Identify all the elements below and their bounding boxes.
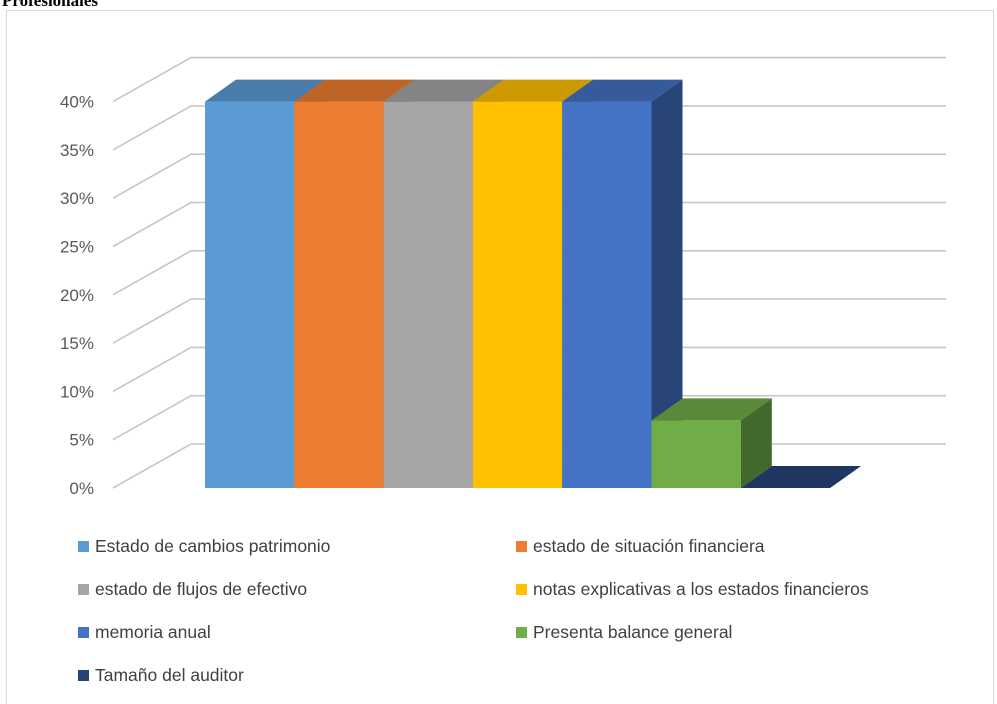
legend-label: estado de flujos de efectivo	[95, 578, 308, 599]
gridline	[112, 105, 946, 151]
legend-item: Tamaño del auditor	[78, 659, 516, 691]
legend-item: estado de situación financiera	[516, 530, 956, 562]
legend-item: estado de flujos de efectivo	[78, 573, 516, 605]
y-axis-ticks: 0% 5% 10% 15% 20% 25% 30% 35% 40%	[60, 93, 94, 498]
y-tick-label: 10%	[60, 382, 94, 401]
page-heading-fragment: Profesionales	[2, 0, 99, 10]
legend-label: notas explicativas a los estados financi…	[533, 578, 869, 599]
bar	[740, 466, 862, 488]
bar-front-face	[294, 101, 384, 488]
bar-top-face	[294, 79, 415, 102]
bar-front-face	[205, 101, 295, 488]
legend-swatch	[516, 583, 527, 595]
bar-top-face	[205, 79, 326, 102]
y-tick-label: 40%	[60, 93, 94, 112]
bar-front-face	[472, 101, 563, 488]
bar-top-face	[740, 466, 862, 488]
legend-item: notas explicativas a los estados financi…	[516, 573, 956, 605]
bar-side-face	[740, 398, 772, 488]
gridline	[112, 346, 946, 393]
legend-label: Presenta balance general	[533, 621, 733, 642]
bar-front-face	[651, 420, 741, 488]
legend-label: memoria anual	[95, 621, 211, 642]
legend-swatch	[516, 540, 527, 552]
bar	[562, 79, 683, 488]
bar-chart-3d: 0% 5% 10% 15% 20% 25% 30% 35% 40%	[60, 56, 946, 498]
gridline	[112, 153, 946, 199]
y-tick-label: 30%	[60, 189, 94, 208]
legend-item: Presenta balance general	[516, 616, 956, 648]
gridline	[112, 56, 946, 103]
bar-top-face	[383, 79, 504, 102]
legend-swatch	[78, 626, 89, 638]
legend-swatch	[78, 583, 89, 595]
y-tick-label: 5%	[69, 431, 94, 450]
bar-side-face	[651, 79, 683, 488]
bar	[651, 398, 772, 488]
legend-label: Tamaño del auditor	[95, 664, 244, 685]
gridline	[112, 298, 946, 344]
chart-frame	[6, 10, 994, 704]
gridline	[112, 394, 946, 441]
bars	[205, 79, 862, 488]
y-tick-label: 20%	[60, 286, 94, 305]
bar-top-face	[562, 79, 683, 102]
legend-label: Estado de cambios patrimonio	[95, 535, 331, 556]
y-tick-label: 15%	[60, 334, 94, 353]
y-tick-label: 25%	[60, 238, 94, 257]
legend-swatch	[78, 669, 89, 681]
bar-top-face	[651, 398, 772, 421]
chart-legend: Estado de cambios patrimonio estado de si…	[78, 530, 978, 691]
y-tick-label: 0%	[69, 479, 94, 498]
legend-swatch	[78, 540, 89, 552]
legend-label: estado de situación financiera	[533, 535, 765, 556]
bar-front-face	[383, 101, 473, 488]
bar-top-face	[472, 79, 594, 102]
bar-front-face	[562, 101, 652, 488]
y-tick-label: 35%	[60, 141, 94, 160]
legend-item: Estado de cambios patrimonio	[78, 530, 516, 562]
gridline	[112, 250, 946, 296]
legend-item: memoria anual	[78, 616, 516, 648]
gridline	[112, 201, 946, 248]
legend-swatch	[516, 626, 527, 638]
